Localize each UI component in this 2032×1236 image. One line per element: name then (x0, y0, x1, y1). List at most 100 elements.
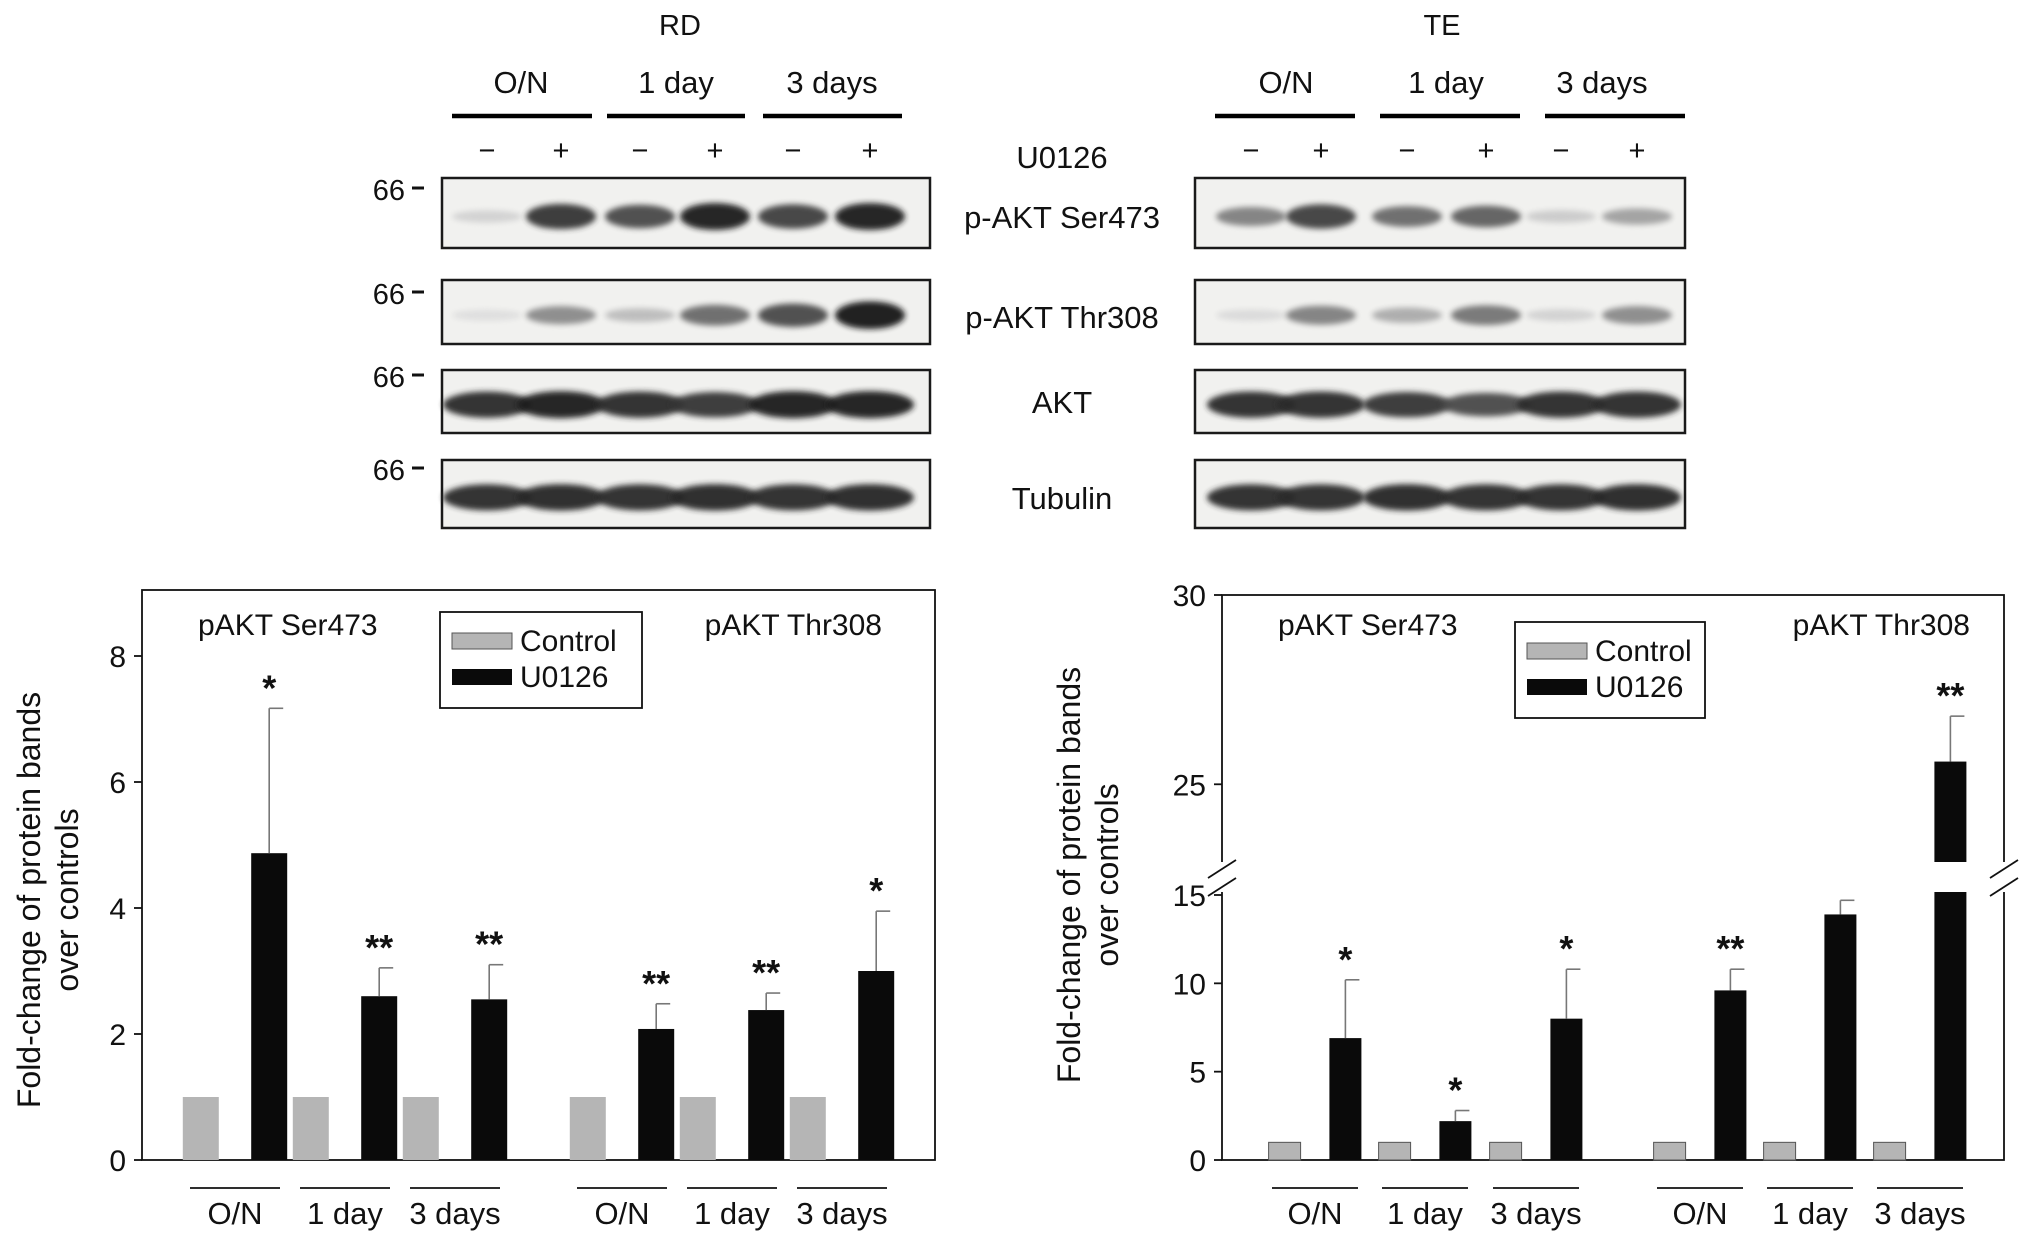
lane-sign: − (785, 135, 802, 167)
y-tick-label: 6 (109, 767, 126, 800)
blot-strip-2 (1193, 368, 1687, 435)
bar-control (402, 1097, 439, 1160)
protein-band (835, 301, 905, 330)
lane-sign: + (1313, 135, 1330, 167)
legend-swatch-treated (1527, 679, 1587, 695)
bar-chart-te: 0 5 10 15 25 30 Fold-change of protein bandsov… (1051, 580, 2019, 1231)
blot-strip-1 (440, 278, 932, 346)
protein-band (526, 306, 596, 325)
bar-control (679, 1097, 716, 1160)
y-axis-label: Fold-change of protein bandsover control… (11, 692, 85, 1108)
bar-u0126 (251, 853, 288, 1160)
protein-band (1277, 391, 1365, 418)
category-label: O/N (1287, 1196, 1342, 1231)
protein-band (749, 484, 837, 511)
protein-band (680, 202, 750, 231)
treatment-label: U0126 (1016, 140, 1107, 175)
blot-strip-3 (440, 458, 932, 530)
bar-u0126 (638, 1028, 675, 1160)
bar-control (1378, 1141, 1412, 1161)
timepoint-label: O/N (1258, 65, 1313, 100)
bar-u0126 (1824, 914, 1857, 1160)
protein-band (1593, 484, 1681, 511)
lane-sign: − (632, 135, 649, 167)
protein-band (826, 391, 914, 419)
legend-swatch-control (451, 632, 513, 650)
blot-strip-0 (440, 176, 932, 250)
y-axis-label-line: Fold-change of protein bands (1051, 667, 1087, 1083)
mw-marker-label: 66 (373, 175, 405, 207)
y-tick-label: 4 (109, 893, 126, 926)
y-axis-label-line: Fold-change of protein bands (11, 692, 47, 1108)
protein-band (758, 303, 828, 327)
significance-marker: ** (642, 963, 670, 1004)
bar-control (569, 1097, 606, 1160)
protein-band (1526, 210, 1596, 223)
legend-box (439, 611, 643, 709)
protein-band (1442, 484, 1530, 511)
y-axis-label: Fold-change of protein bandsover control… (1051, 667, 1125, 1083)
legend-swatch-control (1526, 642, 1588, 660)
y-tick-label: 2 (109, 1019, 126, 1052)
category-label: O/N (1672, 1196, 1727, 1231)
category-label: 1 day (1387, 1196, 1463, 1231)
protein-band (452, 210, 522, 223)
bar-u0126 (748, 1010, 785, 1160)
bar-u0126 (858, 971, 895, 1160)
bar-chart-rd: 0 2 4 6 8 Fold-change of protein bandsover co… (11, 589, 936, 1231)
category-label: 1 day (307, 1196, 383, 1231)
protein-band (1286, 305, 1356, 325)
bar-control (789, 1097, 826, 1160)
protein-band (826, 484, 914, 511)
significance-marker: * (262, 667, 276, 708)
protein-band (1286, 204, 1356, 229)
blot-row-label: p-AKT Ser473 (964, 200, 1160, 235)
category-label: 3 days (796, 1196, 887, 1231)
bar-u0126 (1439, 1121, 1472, 1160)
subpanel-title: pAKT Ser473 (1278, 609, 1458, 642)
blot-strip-0 (1193, 176, 1687, 250)
lane-sign: + (707, 135, 724, 167)
significance-marker: ** (475, 924, 503, 965)
axis-break-mark (1989, 859, 2019, 879)
lane-sign: − (1243, 135, 1260, 167)
protein-band (749, 391, 837, 419)
protein-band (1207, 484, 1295, 511)
protein-band (1451, 205, 1521, 228)
protein-band (596, 484, 684, 511)
y-tick-label: 25 (1173, 769, 1206, 802)
blot-strip-1 (1193, 278, 1687, 346)
y-tick-label: 15 (1173, 880, 1206, 913)
significance-marker: * (869, 870, 883, 911)
protein-band (596, 391, 684, 418)
bar-u0126 (361, 996, 398, 1160)
subpanel-1: pAKT Ser473 * O/N ** 1 day ** 3 days (182, 609, 508, 1231)
legend-label-control: Control (520, 625, 617, 658)
category-label: O/N (594, 1196, 649, 1231)
protein-band (1216, 207, 1286, 226)
subpanel-2: pAKT Thr308 ** O/N ** 1 day * 3 days (569, 609, 895, 1231)
mw-marker-label: 66 (373, 279, 405, 311)
protein-band (1602, 306, 1672, 325)
timepoint-label: 1 day (1408, 65, 1484, 100)
subpanel-2: pAKT Thr308**O/N***1 day**3 days (1653, 609, 1970, 1231)
protein-band (680, 304, 750, 326)
protein-band (1593, 391, 1681, 418)
axis-break-gap (1212, 862, 2012, 892)
subpanel-title: pAKT Thr308 (705, 609, 882, 642)
subpanel-title: pAKT Thr308 (1793, 609, 1970, 642)
y-axis-label-line: over controls (49, 808, 85, 991)
bar-control (1763, 1141, 1797, 1161)
timepoint-label: 3 days (1556, 65, 1647, 100)
category-label: 3 days (1874, 1196, 1965, 1231)
bar-u0126 (1550, 1018, 1583, 1160)
legend-box (1514, 621, 1706, 719)
blot-panel-rd: RD O/N 1 day 3 days − + − + − + (440, 10, 932, 530)
bar-u0126 (1934, 761, 1967, 1160)
category-label: 3 days (1490, 1196, 1581, 1231)
blot-panel-te: TE O/N 1 day 3 days − + − + − + (1193, 10, 1687, 530)
y-axis-label-line: over controls (1089, 783, 1125, 966)
timepoint-label: 1 day (638, 65, 714, 100)
protein-band (1442, 392, 1530, 417)
